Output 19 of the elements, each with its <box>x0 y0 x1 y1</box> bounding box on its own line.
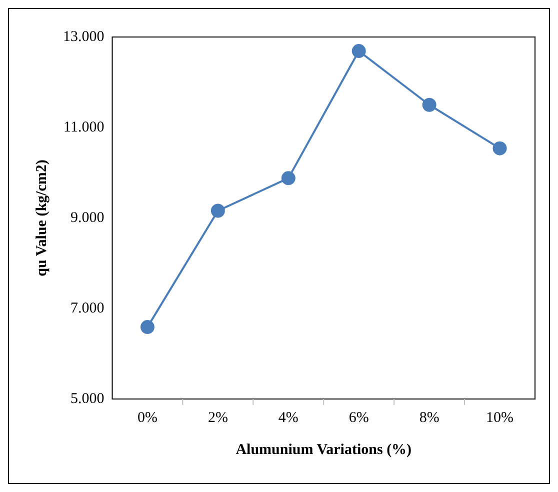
x-axis-title: Alumunium Variations (%) <box>236 442 412 458</box>
x-tick-label: 0% <box>137 410 158 426</box>
point <box>140 320 154 334</box>
point <box>352 44 366 58</box>
y-tick-label: 5.000 <box>70 390 104 407</box>
y-tick-label: 7.000 <box>70 300 104 316</box>
y-tick-label: 11.000 <box>64 119 104 136</box>
x-tick-label: 10% <box>486 410 514 426</box>
x-tick-label: 8% <box>419 410 440 426</box>
y-tick-label: 13.000 <box>63 28 104 45</box>
y-axis-title: qu Value (kg/cm2) <box>34 160 50 276</box>
y-tick-label: 9.000 <box>70 210 104 226</box>
point <box>422 98 436 112</box>
x-tick-label: 2% <box>208 410 228 426</box>
x-tick-label: 4% <box>278 410 298 426</box>
point <box>210 204 225 218</box>
point <box>492 141 507 156</box>
point <box>281 171 296 186</box>
x-tick-label: 6% <box>348 410 369 426</box>
